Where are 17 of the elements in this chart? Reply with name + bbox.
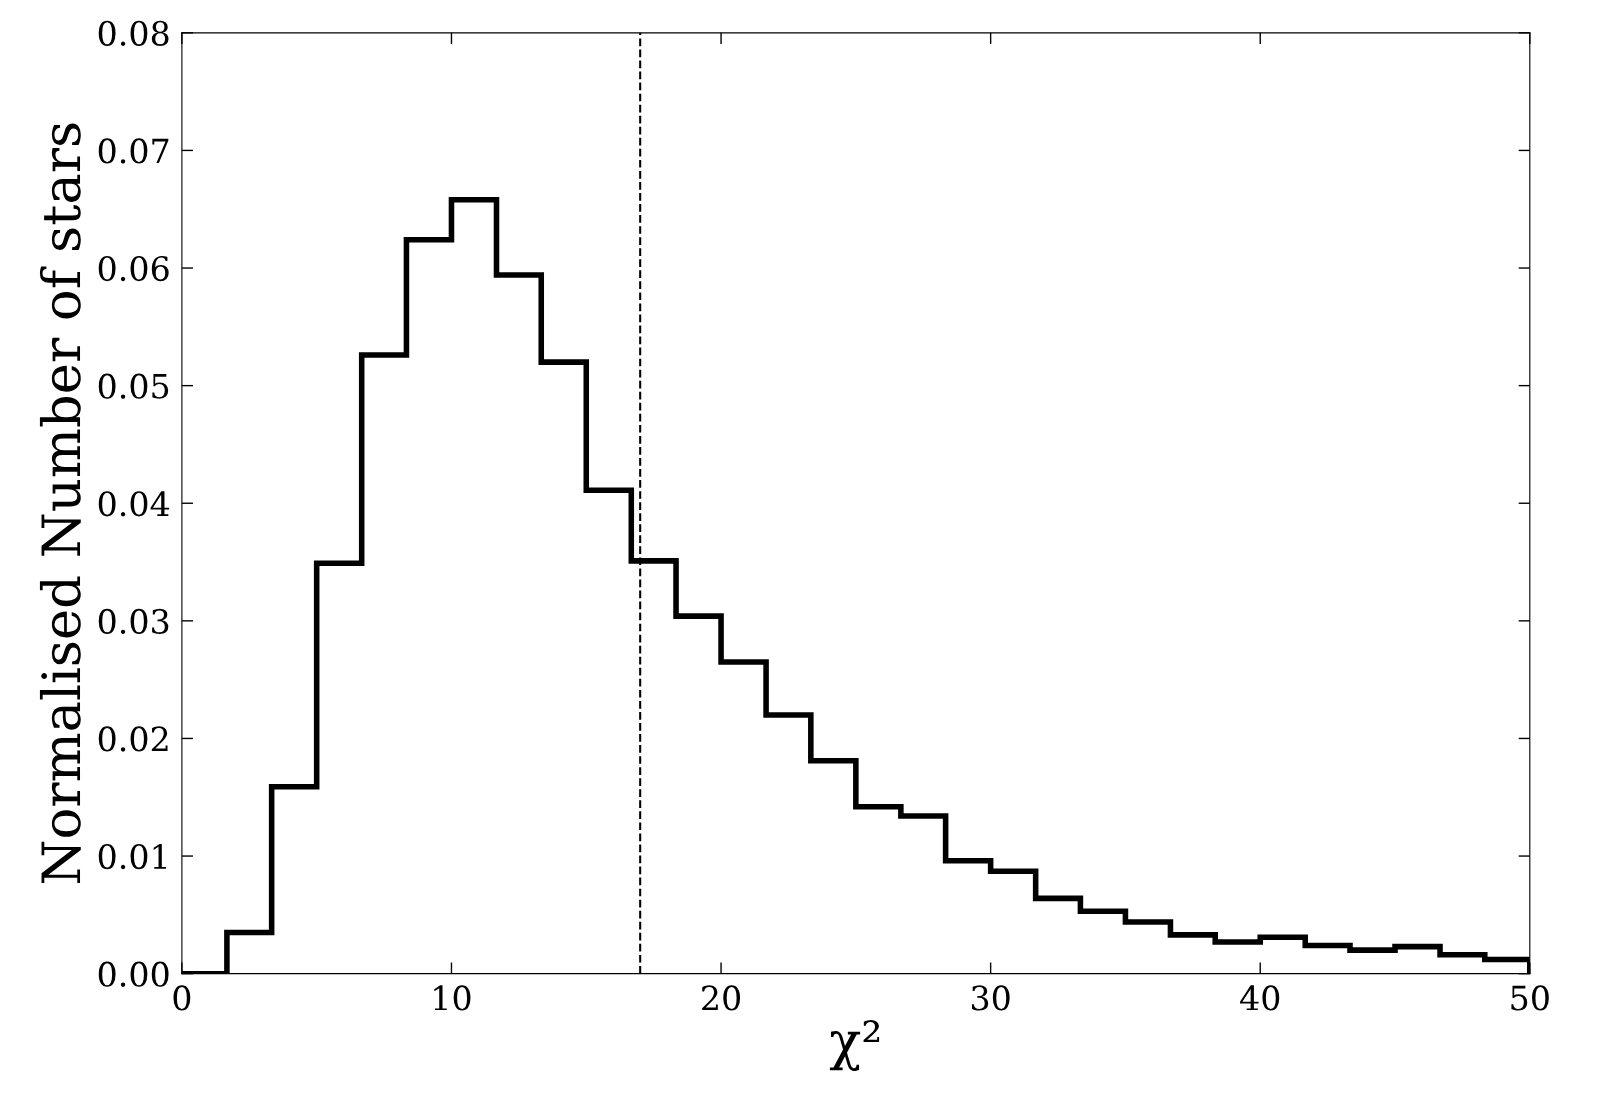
y-tick-label: 0.05: [98, 373, 169, 399]
y-tick-label: 0.08: [98, 20, 169, 46]
y-tick-label: 0.01: [98, 843, 167, 870]
y-tick-label: 0.03: [98, 608, 169, 634]
x-tick-label: 30: [971, 985, 1010, 1011]
x-tick-label: 50: [1511, 985, 1549, 1011]
y-tick-label: 0.04: [98, 491, 170, 517]
y-axis-title: Normalised Number of stars: [39, 123, 81, 884]
x-tick-label: 40: [1240, 985, 1280, 1011]
y-tick-label: 0.02: [98, 726, 168, 752]
y-tick-label: 0.06: [98, 255, 169, 282]
y-tick-label: 0.07: [98, 138, 169, 164]
x-tick-label: 0: [173, 985, 191, 1011]
x-tick-label: 10: [434, 985, 471, 1011]
x-axis-title: χ²: [829, 1019, 880, 1071]
y-tick-label: 0.00: [98, 961, 169, 987]
x-tick-label: 20: [702, 985, 741, 1011]
